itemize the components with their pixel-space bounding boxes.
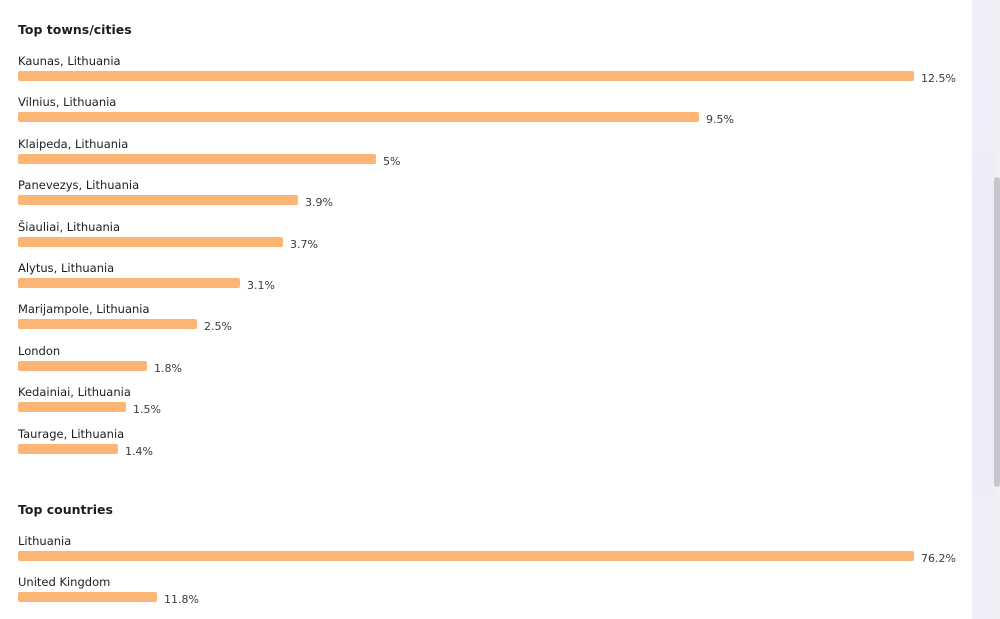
cities-section-title: Top towns/cities — [18, 22, 132, 37]
city-bar — [18, 443, 118, 454]
city-value-label: 12.5% — [921, 72, 956, 85]
city-label: London — [18, 343, 61, 358]
city-row: Alytus, Lithuania 3.1% — [0, 261, 972, 295]
audience-panel: Top towns/cities Kaunas, Lithuania 12.5% V… — [0, 22, 972, 609]
city-label: Taurage, Lithuania — [18, 426, 125, 441]
city-label: Kedainiai, Lithuania — [18, 385, 131, 400]
country-value-label: 11.8% — [164, 593, 199, 607]
city-bar — [18, 236, 283, 247]
city-row: Taurage, Lithuania 1.4% — [0, 427, 972, 461]
city-value-label: 5% — [383, 154, 401, 168]
country-bar — [18, 551, 914, 561]
country-label: United Kingdom — [18, 575, 111, 590]
side-panel — [972, 0, 1000, 619]
countries-section-title: Top countries — [18, 502, 113, 517]
city-value-label: 3.1% — [247, 279, 275, 292]
country-row: United Kingdom 11.8% — [0, 575, 972, 609]
city-row: Marijampole, Lithuania 2.5% — [0, 302, 972, 336]
city-row: Vilnius, Lithuania 9.5% — [0, 95, 972, 129]
city-row: Kaunas, Lithuania 12.5% — [0, 54, 972, 88]
country-label: Lithuania — [18, 534, 72, 548]
country-bar — [18, 592, 157, 603]
country-row: Lithuania 76.2% — [0, 534, 972, 568]
city-bar — [18, 360, 147, 371]
city-label: Klaipeda, Lithuania — [18, 136, 129, 151]
city-value-label: 1.8% — [154, 361, 182, 375]
scrollbar-thumb[interactable] — [994, 177, 1000, 487]
city-row: Panevezys, Lithuania 3.9% — [0, 178, 972, 212]
city-bar — [18, 153, 376, 164]
city-label: Kaunas, Lithuania — [18, 54, 121, 68]
city-label: Alytus, Lithuania — [18, 261, 115, 275]
city-value-label: 2.5% — [204, 320, 232, 334]
city-label: Šiauliai, Lithuania — [18, 219, 121, 234]
city-row: Kedainiai, Lithuania 1.5% — [0, 385, 972, 419]
country-value-label: 76.2% — [921, 552, 956, 565]
city-bar — [18, 402, 126, 413]
city-bar — [18, 319, 197, 330]
city-value-label: 3.9% — [305, 196, 333, 210]
city-label: Marijampole, Lithuania — [18, 302, 150, 317]
city-label: Vilnius, Lithuania — [18, 95, 117, 110]
city-bar — [18, 71, 914, 81]
city-row: Klaipeda, Lithuania 5% — [0, 137, 972, 171]
city-value-label: 1.5% — [133, 403, 161, 417]
city-bar — [18, 112, 699, 123]
city-value-label: 9.5% — [706, 113, 734, 127]
city-row: London 1.8% — [0, 344, 972, 378]
city-bar — [18, 278, 240, 288]
city-row: Šiauliai, Lithuania 3.7% — [0, 220, 972, 254]
city-value-label: 3.7% — [290, 237, 318, 251]
city-value-label: 1.4% — [125, 444, 153, 458]
city-bar — [18, 195, 298, 206]
city-label: Panevezys, Lithuania — [18, 178, 140, 193]
